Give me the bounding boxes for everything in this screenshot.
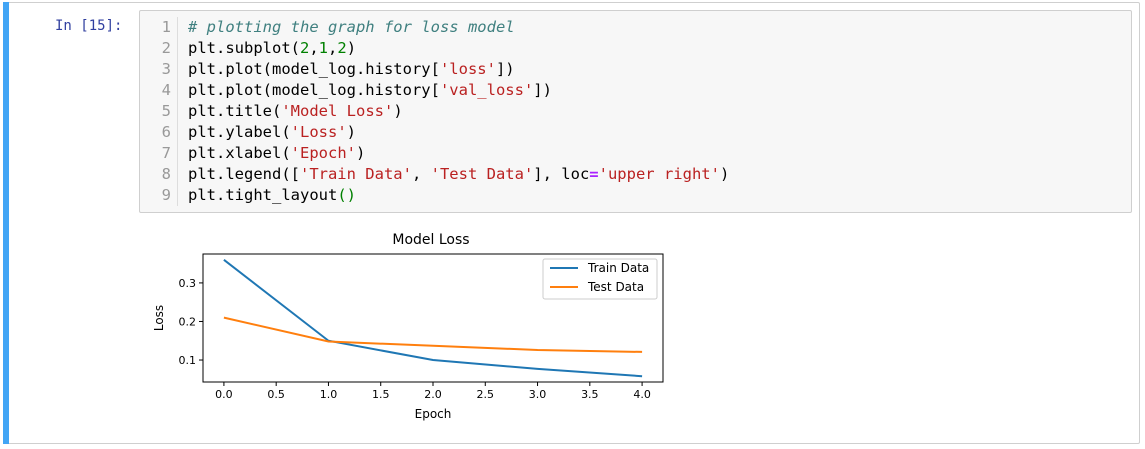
line-number: 4 [161, 81, 171, 99]
code-line[interactable]: plt.tight_layout() [188, 186, 356, 204]
line-number: 1 [161, 18, 171, 36]
code-line[interactable]: plt.ylabel('Loss') [188, 123, 356, 141]
code-line[interactable]: plt.legend(['Train Data', 'Test Data'], … [188, 165, 730, 183]
x-tick-label: 2.5 [477, 388, 495, 401]
x-tick-label: 0.5 [267, 388, 285, 401]
legend-label-train: Train Data [587, 261, 649, 275]
x-tick-label: 1.0 [320, 388, 338, 401]
line-number: 5 [161, 102, 171, 120]
legend-label-test: Test Data [587, 280, 644, 294]
code-line[interactable]: plt.xlabel('Epoch') [188, 144, 366, 162]
code-line[interactable]: plt.plot(model_log.history['val_loss']) [188, 81, 552, 99]
line-number: 6 [161, 123, 171, 141]
y-axis-label: Loss [152, 305, 166, 331]
cell-selected-bar [3, 2, 9, 444]
series-line-test-data [223, 316, 643, 353]
line-number: 2 [161, 39, 171, 57]
x-tick-label: 1.5 [372, 388, 390, 401]
cell-output: Model Loss 0.0 0.5 1.0 1.5 2.0 2.5 3.0 3.5 4.0 0… [150, 224, 670, 429]
x-tick-label: 3.5 [581, 388, 599, 401]
input-prompt: In [15]: [55, 18, 123, 34]
x-tick-label: 0.0 [215, 388, 233, 401]
legend: Train Data Test Data [542, 258, 658, 300]
x-tick-label: 2.0 [424, 388, 442, 401]
code-lines[interactable]: # plotting the graph for loss model plt.… [177, 17, 729, 206]
loss-chart: Model Loss 0.0 0.5 1.0 1.5 2.0 2.5 3.0 3.5 4.0 0… [152, 232, 664, 421]
series-line-train-data [223, 258, 643, 378]
line-number: 8 [161, 165, 171, 183]
code-line[interactable]: plt.subplot(2,1,2) [188, 39, 357, 57]
x-tick-label: 3.0 [529, 388, 547, 401]
line-number: 9 [161, 186, 171, 204]
code-line[interactable]: # plotting the graph for loss model [188, 18, 515, 36]
chart-title: Model Loss [392, 232, 469, 248]
line-number-gutter: 1 2 3 4 5 6 7 8 9 [140, 17, 175, 206]
code-line[interactable]: plt.plot(model_log.history['loss']) [188, 60, 515, 78]
code-editor[interactable]: 1 2 3 4 5 6 7 8 9 # plotting the graph f… [139, 10, 1132, 213]
y-tick-label: 0.3 [179, 277, 197, 290]
line-number: 3 [161, 60, 171, 78]
y-tick-label: 0.1 [179, 354, 197, 367]
y-tick-label: 0.2 [179, 315, 197, 328]
x-tick-label: 4.0 [633, 388, 651, 401]
line-number: 7 [161, 144, 171, 162]
code-line[interactable]: plt.title('Model Loss') [188, 102, 403, 120]
x-axis-label: Epoch [415, 407, 452, 421]
